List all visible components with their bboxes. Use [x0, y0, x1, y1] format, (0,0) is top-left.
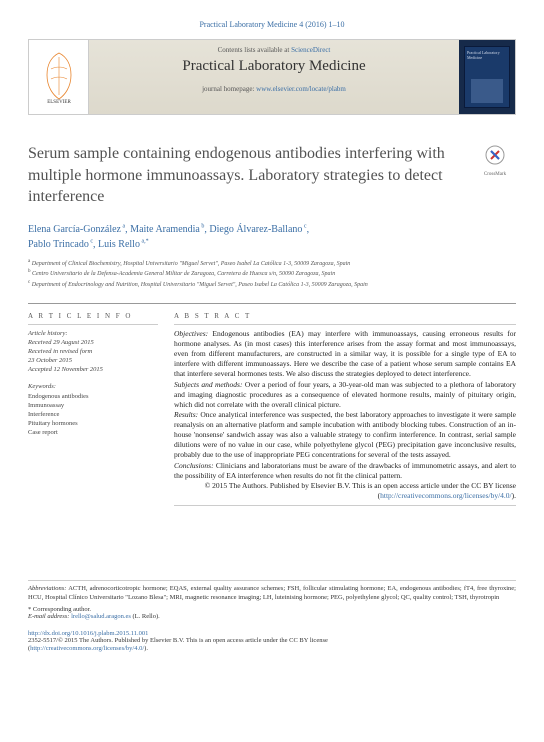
authors-list: Elena García-González a, Maite Aramendia…: [28, 222, 516, 252]
cover-thumbnail: [459, 40, 515, 114]
abstract-body: Objectives: Endogenous antibodies (EA) m…: [174, 329, 516, 501]
homepage-link[interactable]: www.elsevier.com/locate/plabm: [256, 85, 346, 93]
article-title: Serum sample containing endogenous antib…: [28, 143, 516, 208]
svg-text:ELSEVIER: ELSEVIER: [47, 100, 71, 105]
abstract-heading: A B S T R A C T: [174, 312, 516, 320]
corresponding-author: * Corresponding author. E-mail address: …: [28, 606, 516, 620]
cc-license-link[interactable]: http://creativecommons.org/licenses/by/4…: [380, 491, 512, 500]
keywords-block: Keywords: Endogenous antibodies Immunoas…: [28, 382, 158, 437]
journal-homepage: journal homepage: www.elsevier.com/locat…: [93, 85, 455, 93]
elsevier-logo: ELSEVIER: [29, 40, 89, 114]
citation-header: Practical Laboratory Medicine 4 (2016) 1…: [28, 20, 516, 29]
journal-banner: ELSEVIER Contents lists available at Sci…: [28, 39, 516, 115]
email-link[interactable]: lrello@salud.aragon.es: [71, 613, 131, 620]
doi-link[interactable]: http://dx.doi.org/10.1016/j.plabm.2015.1…: [28, 630, 148, 637]
contents-available: Contents lists available at ScienceDirec…: [93, 46, 455, 54]
cc-footer-link[interactable]: http://creativecommons.org/licenses/by/4…: [30, 645, 144, 652]
article-info-heading: A R T I C L E I N F O: [28, 312, 158, 320]
crossmark-badge[interactable]: CrossMark: [474, 145, 516, 177]
affiliations: a Department of Clinical Biochemistry, H…: [28, 258, 516, 289]
sciencedirect-link[interactable]: ScienceDirect: [291, 46, 330, 54]
abbreviations: Abbreviations: ACTH, adrenocorticotropic…: [28, 585, 516, 603]
journal-name: Practical Laboratory Medicine: [93, 58, 455, 75]
article-history: Article history: Received 29 August 2015…: [28, 329, 158, 374]
footer-copyright: 2352-5517/© 2015 The Authors. Published …: [28, 637, 516, 655]
